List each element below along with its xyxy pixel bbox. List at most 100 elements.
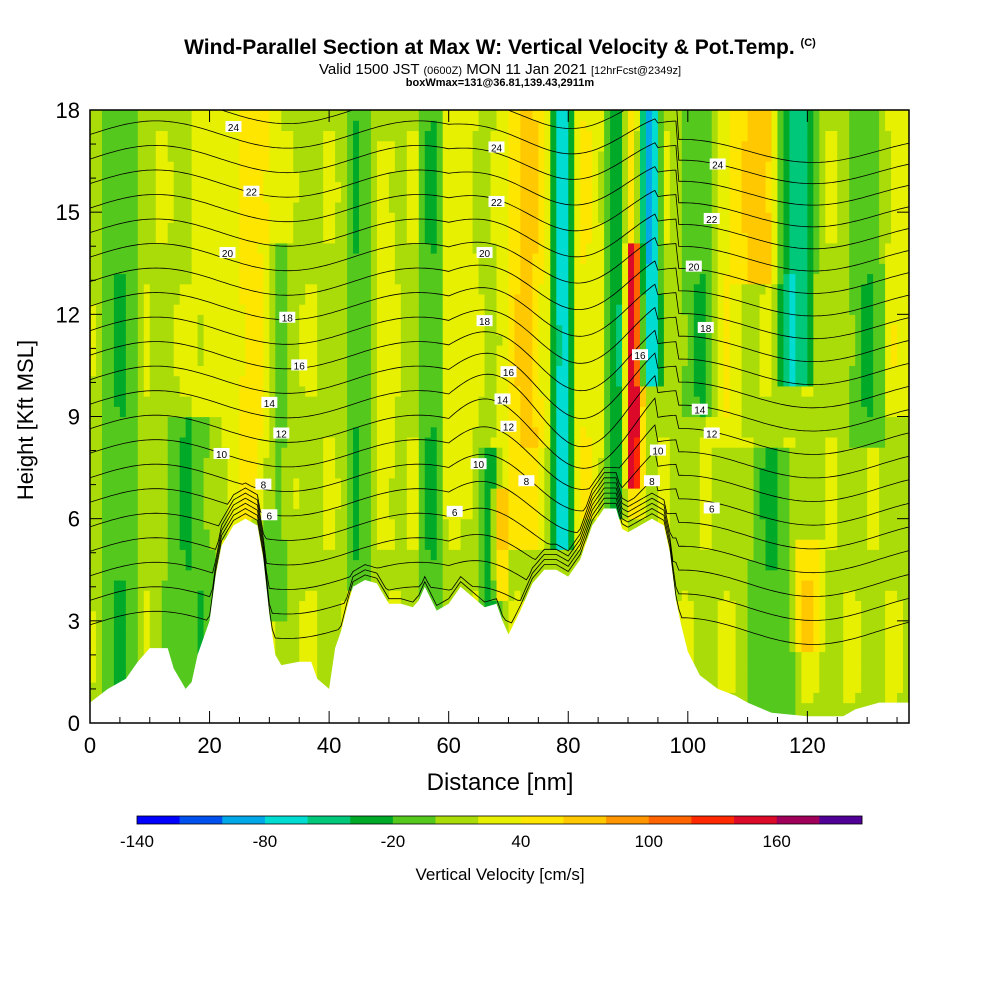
velocity-cell [299,263,306,275]
velocity-cell [532,406,539,418]
velocity-cell [281,212,288,223]
velocity-cell [275,232,282,244]
velocity-cell [107,314,115,326]
velocity-cell [412,477,420,489]
velocity-cell [538,457,545,469]
velocity-cell [436,130,444,142]
velocity-cell [418,150,426,162]
velocity-cell [263,222,270,234]
velocity-cell [424,293,432,305]
velocity-cell [161,355,169,367]
velocity-cell [131,436,139,448]
velocity-cell [137,222,145,234]
velocity-cell [412,314,420,326]
velocity-cell [568,467,575,479]
velocity-cell [442,334,450,346]
velocity-cell [131,324,139,336]
velocity-cell [185,539,193,550]
velocity-cell [568,344,575,356]
velocity-cell [221,273,229,285]
velocity-cell [472,293,480,305]
velocity-cell [257,263,264,275]
velocity-cell [90,385,97,397]
velocity-cell [161,498,169,510]
velocity-cell [221,283,229,295]
velocity-cell [478,549,486,561]
velocity-cell [263,447,270,458]
velocity-cell [311,416,318,428]
velocity-cell [388,569,396,581]
velocity-cell [376,304,384,315]
valid-prefix: Valid 1500 JST [318,61,420,78]
velocity-cell [400,232,408,244]
velocity-cell [179,273,187,285]
velocity-cell [293,539,300,550]
velocity-cell [454,569,462,581]
velocity-cell [556,171,563,183]
velocity-cell [173,110,181,121]
velocity-cell [155,579,163,591]
velocity-cell [364,426,372,438]
velocity-cell [197,488,205,499]
velocity-cell [388,426,396,438]
velocity-cell [568,477,575,489]
velocity-cell [269,355,276,367]
velocity-cell [442,130,450,142]
velocity-cell [472,344,480,356]
velocity-cell [239,293,247,305]
velocity-cell [502,488,510,499]
velocity-cell [155,477,163,489]
velocity-cell [478,385,486,397]
velocity-cell [203,140,211,152]
velocity-cell [502,191,510,203]
velocity-cell [179,324,187,336]
velocity-cell [263,539,270,550]
velocity-cell [119,304,127,315]
velocity-cell [335,488,342,499]
velocity-cell [197,385,205,397]
velocity-cell [370,488,378,499]
velocity-cell [155,232,163,244]
velocity-cell [353,222,360,234]
velocity-cell [466,488,474,499]
velocity-cell [574,426,581,438]
velocity-cell [448,447,456,458]
velocity-cell [239,212,247,223]
velocity-cell [353,212,360,223]
velocity-cell [95,263,103,275]
velocity-cell [341,110,348,121]
velocity-cell [263,263,270,275]
velocity-cell [155,467,163,479]
velocity-cell [119,661,127,673]
velocity-cell [263,181,270,193]
velocity-cell [173,590,181,601]
velocity-cell [550,293,557,305]
velocity-cell [161,396,169,407]
velocity-cell [185,631,193,642]
velocity-cell [508,242,516,254]
velocity-cell [574,232,581,244]
velocity-cell [335,375,342,387]
velocity-cell [221,457,229,469]
velocity-cell [209,110,217,121]
velocity-cell [275,171,282,183]
velocity-cell [514,467,522,479]
velocity-cell [293,375,300,387]
velocity-cell [436,242,444,254]
velocity-cell [406,518,414,530]
velocity-cell [424,549,432,561]
velocity-cell [466,212,474,223]
velocity-cell [191,161,199,172]
velocity-cell [161,559,169,571]
velocity-cell [245,242,253,254]
velocity-cell [454,253,462,264]
velocity-cell [90,375,97,387]
velocity-cell [532,436,539,448]
velocity-cell [137,651,145,663]
velocity-cell [574,171,581,183]
velocity-cell [382,283,390,295]
velocity-cell [137,375,145,387]
velocity-cell [562,263,569,275]
velocity-cell [173,610,181,622]
velocity-cell [197,559,205,571]
